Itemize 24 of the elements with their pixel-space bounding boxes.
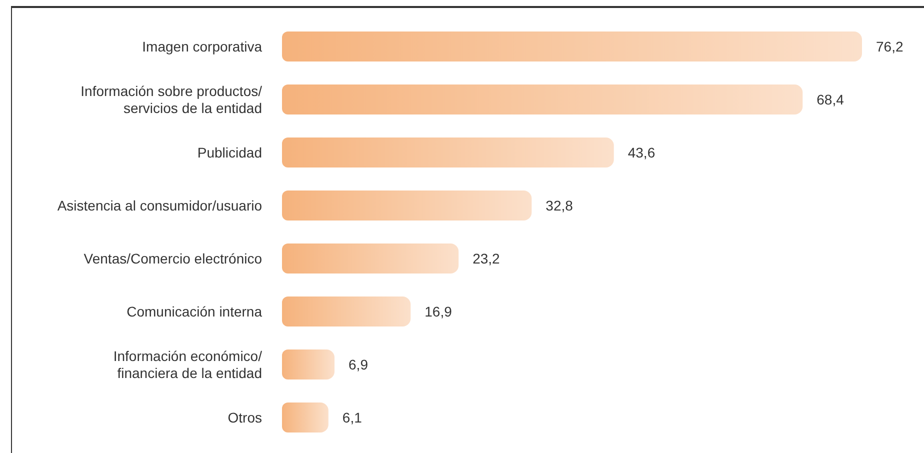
bar bbox=[282, 138, 614, 168]
bar bbox=[282, 244, 459, 274]
bar bbox=[282, 84, 803, 114]
bar bbox=[282, 32, 862, 62]
y-tick-label: Ventas/Comercio electrónico bbox=[84, 250, 262, 266]
data-label: 6,1 bbox=[342, 410, 362, 426]
data-label: 16,9 bbox=[424, 304, 452, 320]
y-tick-label: Otros bbox=[228, 410, 262, 426]
y-tick-label: Información sobre productos/ servicios de la entidad bbox=[80, 83, 262, 116]
y-tick-label: Imagen corporativa bbox=[142, 38, 262, 54]
data-label: 6,9 bbox=[348, 356, 368, 372]
y-tick-label: Publicidad bbox=[197, 144, 262, 160]
data-label: 76,2 bbox=[876, 38, 904, 54]
bar bbox=[282, 402, 328, 432]
bar bbox=[282, 190, 532, 220]
data-label: 23,2 bbox=[472, 250, 500, 266]
data-label: 32,8 bbox=[546, 198, 574, 214]
bar bbox=[282, 296, 411, 326]
y-tick-label: Información económico/ financiera de la entidad bbox=[113, 348, 262, 381]
y-tick-label: Asistencia al consumidor/usuario bbox=[57, 198, 262, 214]
bar bbox=[282, 350, 335, 380]
y-tick-label: Comunicación interna bbox=[126, 304, 262, 320]
data-label: 68,4 bbox=[816, 92, 844, 108]
data-label: 43,6 bbox=[628, 144, 656, 160]
